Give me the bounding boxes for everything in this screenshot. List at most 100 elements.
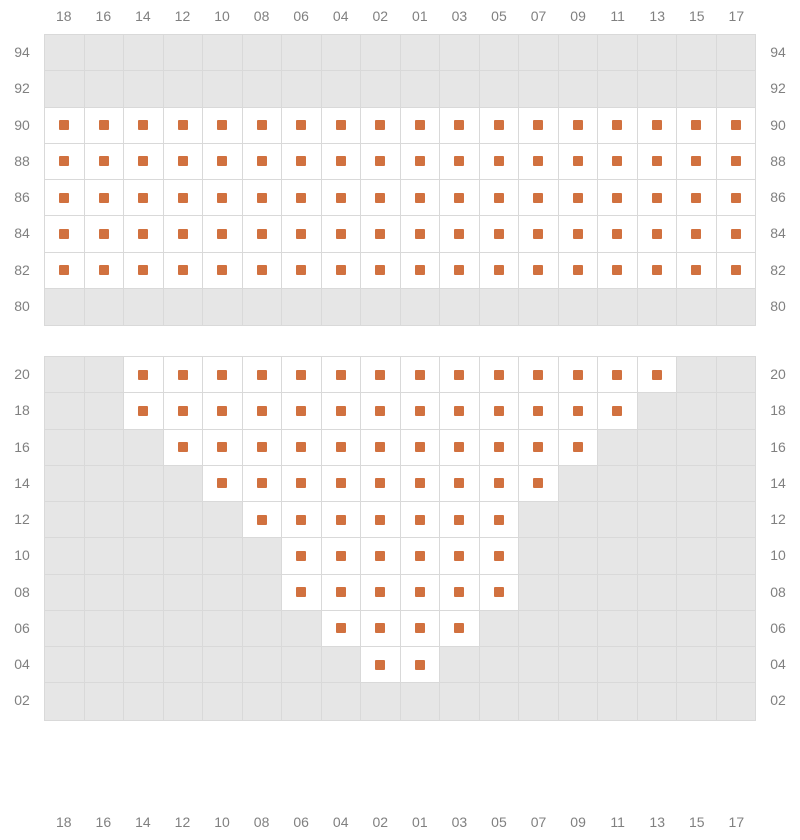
seat[interactable] [519, 144, 559, 180]
seat[interactable] [717, 180, 756, 216]
seat[interactable] [361, 466, 401, 502]
seat[interactable] [598, 216, 638, 252]
seat[interactable] [361, 538, 401, 574]
seat[interactable] [282, 430, 322, 466]
seat[interactable] [322, 575, 362, 611]
seat[interactable] [598, 393, 638, 429]
seat[interactable] [598, 108, 638, 144]
seat[interactable] [322, 253, 362, 289]
seat[interactable] [559, 253, 599, 289]
seat[interactable] [164, 216, 204, 252]
seat[interactable] [440, 393, 480, 429]
seat[interactable] [203, 393, 243, 429]
seat[interactable] [480, 538, 520, 574]
seat[interactable] [480, 253, 520, 289]
seat[interactable] [677, 180, 717, 216]
seat[interactable] [243, 253, 283, 289]
seat[interactable] [203, 108, 243, 144]
seat[interactable] [638, 108, 678, 144]
seat[interactable] [282, 180, 322, 216]
seat[interactable] [124, 216, 164, 252]
seat[interactable] [124, 393, 164, 429]
seat[interactable] [440, 611, 480, 647]
seat[interactable] [401, 430, 441, 466]
seat[interactable] [677, 253, 717, 289]
seat[interactable] [361, 180, 401, 216]
seat[interactable] [519, 108, 559, 144]
seat[interactable] [322, 393, 362, 429]
seat[interactable] [519, 466, 559, 502]
seat[interactable] [440, 575, 480, 611]
seat[interactable] [401, 575, 441, 611]
seat[interactable] [401, 611, 441, 647]
seat[interactable] [282, 253, 322, 289]
seat[interactable] [322, 180, 362, 216]
seat[interactable] [677, 144, 717, 180]
seat[interactable] [85, 108, 125, 144]
seat[interactable] [282, 216, 322, 252]
seat[interactable] [322, 357, 362, 393]
seat[interactable] [164, 393, 204, 429]
seat[interactable] [361, 144, 401, 180]
seat[interactable] [243, 216, 283, 252]
seat[interactable] [243, 144, 283, 180]
seat[interactable] [519, 393, 559, 429]
seat[interactable] [85, 144, 125, 180]
seat[interactable] [361, 357, 401, 393]
seat[interactable] [480, 108, 520, 144]
seat[interactable] [519, 430, 559, 466]
seat[interactable] [243, 108, 283, 144]
seat[interactable] [717, 144, 756, 180]
seat[interactable] [203, 253, 243, 289]
seat[interactable] [164, 357, 204, 393]
seat[interactable] [598, 144, 638, 180]
seat[interactable] [85, 216, 125, 252]
seat[interactable] [361, 253, 401, 289]
seat[interactable] [164, 144, 204, 180]
seat[interactable] [440, 466, 480, 502]
seat[interactable] [361, 108, 401, 144]
seat[interactable] [717, 108, 756, 144]
seat[interactable] [480, 144, 520, 180]
seat[interactable] [401, 216, 441, 252]
seat[interactable] [440, 108, 480, 144]
seat[interactable] [322, 466, 362, 502]
seat[interactable] [322, 108, 362, 144]
seat[interactable] [203, 180, 243, 216]
seat[interactable] [45, 144, 85, 180]
seat[interactable] [440, 253, 480, 289]
seat[interactable] [638, 144, 678, 180]
seat[interactable] [282, 466, 322, 502]
seat[interactable] [322, 216, 362, 252]
seat[interactable] [480, 357, 520, 393]
seat[interactable] [243, 180, 283, 216]
seat[interactable] [203, 357, 243, 393]
seat[interactable] [440, 180, 480, 216]
seat[interactable] [203, 144, 243, 180]
seat[interactable] [322, 144, 362, 180]
seat[interactable] [243, 502, 283, 538]
seat[interactable] [164, 430, 204, 466]
seat[interactable] [282, 502, 322, 538]
seat[interactable] [677, 216, 717, 252]
seat[interactable] [401, 466, 441, 502]
seat[interactable] [559, 144, 599, 180]
seat[interactable] [401, 647, 441, 683]
seat[interactable] [243, 357, 283, 393]
seat[interactable] [559, 430, 599, 466]
seat[interactable] [282, 357, 322, 393]
seat[interactable] [203, 466, 243, 502]
seat[interactable] [440, 430, 480, 466]
seat[interactable] [480, 502, 520, 538]
seat[interactable] [85, 180, 125, 216]
seat[interactable] [361, 216, 401, 252]
seat[interactable] [598, 180, 638, 216]
seat[interactable] [124, 357, 164, 393]
seat[interactable] [440, 216, 480, 252]
seat[interactable] [361, 611, 401, 647]
seat[interactable] [598, 357, 638, 393]
seat[interactable] [203, 430, 243, 466]
seat[interactable] [638, 216, 678, 252]
seat[interactable] [677, 108, 717, 144]
seat[interactable] [322, 538, 362, 574]
